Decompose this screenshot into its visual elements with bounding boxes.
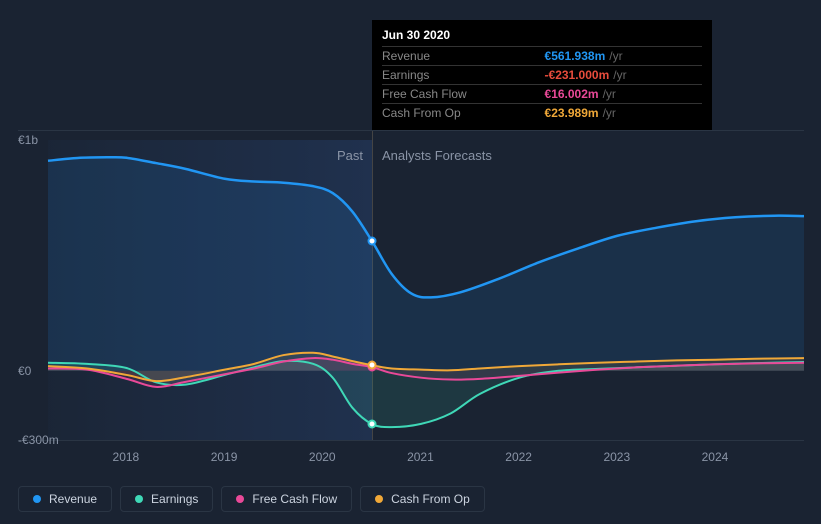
- tooltip-row-value: €16.002m: [545, 87, 599, 101]
- y-axis-label: €1b: [18, 133, 38, 147]
- x-axis-label: 2022: [505, 450, 532, 464]
- tooltip-row-label: Free Cash Flow: [382, 85, 545, 104]
- legend-label: Free Cash Flow: [252, 492, 337, 506]
- tooltip-row-unit: /yr: [599, 106, 616, 120]
- tooltip-row-value: €561.938m: [545, 49, 606, 63]
- x-axis-label: 2024: [702, 450, 729, 464]
- legend-label: Earnings: [151, 492, 198, 506]
- revenue-cursor-marker: [368, 237, 377, 246]
- tooltip-row-label: Earnings: [382, 66, 545, 85]
- legend-item-cfo[interactable]: Cash From Op: [360, 486, 485, 512]
- x-axis-label: 2018: [113, 450, 140, 464]
- past-section-label: Past: [337, 148, 363, 163]
- legend: Revenue Earnings Free Cash Flow Cash From O…: [18, 486, 485, 512]
- tooltip-date: Jun 30 2020: [382, 28, 702, 42]
- cfo-cursor-marker: [368, 361, 377, 370]
- legend-label: Cash From Op: [391, 492, 470, 506]
- x-axis-label: 2023: [603, 450, 630, 464]
- tooltip-row: Cash From Op €23.989m/yr: [382, 104, 702, 123]
- legend-item-fcf[interactable]: Free Cash Flow: [221, 486, 352, 512]
- x-axis-label: 2021: [407, 450, 434, 464]
- legend-dot-icon: [33, 495, 41, 503]
- revenue-area: [48, 157, 804, 371]
- legend-dot-icon: [135, 495, 143, 503]
- x-axis-label: 2019: [211, 450, 238, 464]
- y-axis-label: -€300m: [18, 433, 59, 447]
- earnings-cursor-marker: [368, 420, 377, 429]
- tooltip-row-label: Cash From Op: [382, 104, 545, 123]
- legend-item-earnings[interactable]: Earnings: [120, 486, 213, 512]
- tooltip-row-value: €23.989m: [545, 106, 599, 120]
- tooltip-row-value: -€231.000m: [545, 68, 610, 82]
- legend-label: Revenue: [49, 492, 97, 506]
- chart-tooltip: Jun 30 2020 Revenue €561.938m/yrEarnings…: [372, 20, 712, 130]
- tooltip-row-label: Revenue: [382, 47, 545, 66]
- tooltip-row: Earnings -€231.000m/yr: [382, 66, 702, 85]
- y-axis-label: €0: [18, 364, 31, 378]
- tooltip-row-unit: /yr: [599, 87, 616, 101]
- legend-item-revenue[interactable]: Revenue: [18, 486, 112, 512]
- tooltip-row-unit: /yr: [609, 68, 626, 82]
- chart-svg[interactable]: [18, 140, 804, 440]
- x-axis-label: 2020: [309, 450, 336, 464]
- legend-dot-icon: [236, 495, 244, 503]
- tooltip-row: Free Cash Flow €16.002m/yr: [382, 85, 702, 104]
- forecast-section-label: Analysts Forecasts: [382, 148, 492, 163]
- bottom-divider: [18, 440, 804, 441]
- tooltip-row-unit: /yr: [605, 49, 622, 63]
- top-divider: [18, 130, 804, 131]
- financials-chart: Jun 30 2020 Revenue €561.938m/yrEarnings…: [0, 0, 821, 524]
- tooltip-table: Revenue €561.938m/yrEarnings -€231.000m/…: [382, 46, 702, 122]
- legend-dot-icon: [375, 495, 383, 503]
- tooltip-row: Revenue €561.938m/yr: [382, 47, 702, 66]
